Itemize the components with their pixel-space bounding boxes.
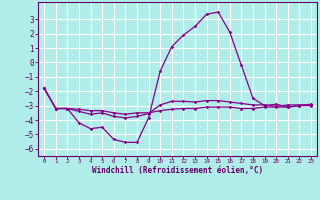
X-axis label: Windchill (Refroidissement éolien,°C): Windchill (Refroidissement éolien,°C): [92, 166, 263, 175]
